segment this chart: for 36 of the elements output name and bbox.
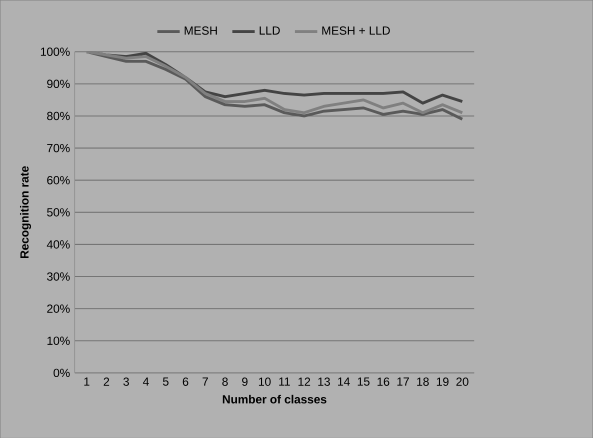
- y-tick-label: 90%: [47, 80, 70, 88]
- y-tick-label: 60%: [47, 176, 70, 184]
- x-tick-label: 7: [202, 377, 208, 386]
- x-tick-label: 1: [84, 377, 90, 386]
- x-tick-label: 20: [456, 377, 468, 386]
- y-tick-label: 40%: [46, 240, 70, 248]
- x-tick-label: 12: [298, 377, 310, 386]
- x-tick-label: 6: [182, 377, 188, 386]
- x-tick-label: 15: [358, 377, 370, 386]
- x-tick-label: 8: [222, 377, 228, 386]
- y-tick-label: 30%: [47, 272, 70, 281]
- legend-label: LLD: [260, 26, 280, 34]
- y-tick-label: 80%: [47, 112, 70, 120]
- x-tick-label: 16: [378, 377, 390, 386]
- x-tick-label: 5: [162, 377, 169, 386]
- y-tick-label: 70%: [47, 144, 70, 152]
- y-tick-label: 0%: [54, 368, 70, 377]
- y-tick-label: 20%: [47, 304, 70, 313]
- x-tick-label: 18: [417, 377, 429, 386]
- legend-label: MESH: [184, 26, 217, 35]
- y-tick-label: 10%: [47, 336, 70, 345]
- y-tick-label: 100%: [40, 47, 70, 56]
- x-tick-label: 11: [279, 377, 290, 386]
- legend-label: MESH + LLD: [322, 26, 390, 35]
- x-tick-label: 10: [258, 377, 271, 386]
- x-tick-label: 19: [436, 377, 449, 386]
- x-tick-label: 3: [123, 377, 129, 386]
- x-tick-label: 13: [318, 377, 330, 386]
- x-axis-title: Number of classes: [222, 394, 326, 404]
- y-tick-label: 50%: [47, 208, 70, 216]
- x-tick-label: 4: [142, 377, 149, 386]
- x-tick-label: 9: [242, 377, 248, 386]
- x-tick-label: 2: [104, 377, 110, 386]
- y-axis-title: Recognition rate: [20, 166, 32, 258]
- x-tick-label: 14: [338, 377, 350, 386]
- x-tick-label: 17: [397, 377, 409, 386]
